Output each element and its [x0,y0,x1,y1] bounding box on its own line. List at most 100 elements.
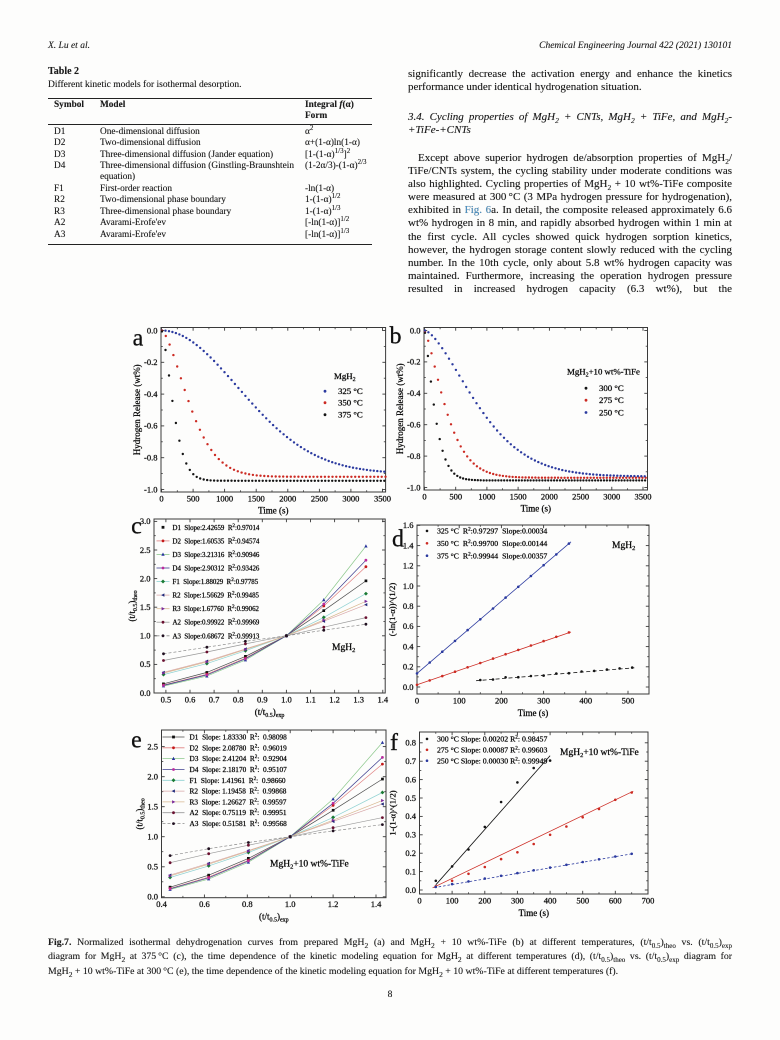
svg-text:(t/t0.5)theo: (t/t0.5)theo [135,798,147,829]
svg-text:100: 100 [446,896,459,906]
svg-text:400: 400 [579,696,592,706]
svg-text:(-ln(1-α))^(1/2): (-ln(1-α))^(1/2) [387,583,397,637]
svg-text:1.0: 1.0 [281,695,292,705]
svg-text:0.4: 0.4 [156,899,167,909]
svg-text:0: 0 [159,494,163,504]
svg-text:e: e [131,728,142,754]
svg-text:0: 0 [417,896,421,906]
svg-text:350 °C: 350 °C [338,398,363,408]
svg-text:1.5: 1.5 [140,602,151,612]
svg-text:2000: 2000 [541,492,558,502]
svg-text:2.0: 2.0 [140,573,151,583]
svg-text:0.2: 0.2 [405,848,416,858]
svg-text:1.4: 1.4 [403,540,414,550]
svg-text:2500: 2500 [311,494,328,504]
svg-text:0.7: 0.7 [209,695,220,705]
svg-text:(t/t0.5)exp: (t/t0.5)exp [255,707,285,719]
svg-text:f: f [390,730,398,756]
svg-text:500: 500 [187,494,200,504]
svg-text:1.2: 1.2 [328,899,339,909]
svg-text:0.0: 0.0 [147,325,158,335]
svg-text:MgH2+10 wt%-TiFe: MgH2+10 wt%-TiFe [270,860,349,871]
svg-text:375 °C R2:0.99944 Slope:0.00: 375 °C R2:0.99944 Slope:0.00357 [437,551,547,560]
svg-text:0.6: 0.6 [199,899,210,909]
svg-text:2.5: 2.5 [147,741,158,751]
svg-text:0.4: 0.4 [405,811,416,821]
svg-text:F1 Slope:1.88029 R2:0.97785: F1 Slope:1.88029 R2:0.97785 [173,577,259,586]
svg-text:Hydrogen Release (wt%): Hydrogen Release (wt%) [132,364,142,455]
svg-text:MgH2+10 wt%-TiFe: MgH2+10 wt%-TiFe [567,367,640,379]
svg-text:1.4: 1.4 [371,899,382,909]
svg-text:200: 200 [495,696,508,706]
svg-text:1.4: 1.4 [377,695,388,705]
svg-text:300 °C Slope: 0.00202 R2: 0.98: 300 °C Slope: 0.00202 R2: 0.98457 [437,735,547,744]
svg-text:300 °C: 300 °C [599,383,624,393]
svg-text:500: 500 [576,896,589,906]
svg-text:0.8: 0.8 [405,738,416,748]
svg-text:D1 Slope:2.42659 R2:0.97014: D1 Slope:2.42659 R2:0.97014 [173,523,260,532]
svg-text:-0.2: -0.2 [144,357,157,367]
svg-text:Time (s): Time (s) [521,504,551,514]
svg-text:350 °C R2:0.99700 Slope:0.00: 350 °C R2:0.99700 Slope:0.00144 [437,539,547,548]
svg-text:2500: 2500 [572,492,589,502]
svg-text:0.0: 0.0 [140,688,151,698]
svg-text:A3 Slope:0.68672 R2:0.99913: A3 Slope:0.68672 R2:0.99913 [173,631,260,640]
svg-text:0.5: 0.5 [405,793,416,803]
svg-text:Time (s): Time (s) [518,708,548,718]
svg-text:Time (s): Time (s) [519,908,549,918]
svg-text:d: d [392,527,404,553]
svg-text:D4 Slope: 2.18170 R2: 0.951: D4 Slope: 2.18170 R2: 0.95107 [190,765,288,774]
svg-text:275 °C: 275 °C [599,395,624,405]
svg-text:Hydrogen Release (wt%): Hydrogen Release (wt%) [395,363,405,454]
svg-text:200: 200 [478,896,491,906]
svg-text:400: 400 [544,896,557,906]
svg-text:MgH2: MgH2 [612,541,635,552]
svg-text:0.5: 0.5 [140,659,151,669]
svg-text:a: a [133,326,144,352]
svg-text:A2 Slope: 0.75119 R2: 0.999: A2 Slope: 0.75119 R2: 0.99951 [190,808,287,817]
svg-text:1.3: 1.3 [353,695,364,705]
svg-text:0.0: 0.0 [405,885,416,895]
svg-text:1.0: 1.0 [140,631,151,641]
svg-text:0.1: 0.1 [405,866,416,876]
svg-text:-1.0: -1.0 [407,482,420,492]
svg-text:-0.6: -0.6 [407,420,420,430]
svg-text:(t/t0.5)exp: (t/t0.5)exp [259,912,289,924]
svg-text:0.8: 0.8 [233,695,244,705]
svg-text:0: 0 [422,492,426,502]
svg-text:1.0: 1.0 [285,899,296,909]
svg-text:-1.0: -1.0 [144,484,157,494]
svg-text:1.0: 1.0 [147,832,158,842]
svg-text:0.8: 0.8 [242,899,253,909]
svg-text:b: b [390,324,402,350]
svg-text:3000: 3000 [603,492,620,502]
svg-text:2000: 2000 [279,494,296,504]
svg-text:MgH2: MgH2 [334,371,356,383]
svg-text:300: 300 [511,896,524,906]
svg-text:-0.4: -0.4 [407,388,421,398]
svg-text:500: 500 [449,492,462,502]
svg-text:500: 500 [622,696,635,706]
svg-text:-0.8: -0.8 [407,451,420,461]
svg-text:0.8: 0.8 [403,601,414,611]
svg-text:100: 100 [453,696,466,706]
svg-text:325 °C: 325 °C [338,386,363,396]
svg-text:0.6: 0.6 [403,621,414,631]
svg-text:1500: 1500 [248,494,265,504]
svg-text:0.5: 0.5 [147,862,158,872]
svg-text:1000: 1000 [216,494,233,504]
svg-text:375 °C: 375 °C [338,410,363,420]
svg-text:0.4: 0.4 [403,641,414,651]
svg-text:-0.6: -0.6 [144,421,157,431]
svg-text:3000: 3000 [342,494,359,504]
svg-text:R3 Slope:1.67760 R2:0.99062: R3 Slope:1.67760 R2:0.99062 [173,604,260,613]
svg-text:2.5: 2.5 [140,545,151,555]
svg-text:0.0: 0.0 [410,325,421,335]
svg-text:3500: 3500 [374,494,391,504]
svg-text:-0.2: -0.2 [407,357,420,367]
svg-text:Time (s): Time (s) [258,506,288,516]
svg-text:1.1: 1.1 [305,695,316,705]
svg-text:1.0: 1.0 [403,581,414,591]
svg-text:-0.4: -0.4 [144,389,158,399]
svg-text:325 °C R2:0.97297 Slope:0.00: 325 °C R2:0.97297 Slope:0.00034 [437,527,547,536]
